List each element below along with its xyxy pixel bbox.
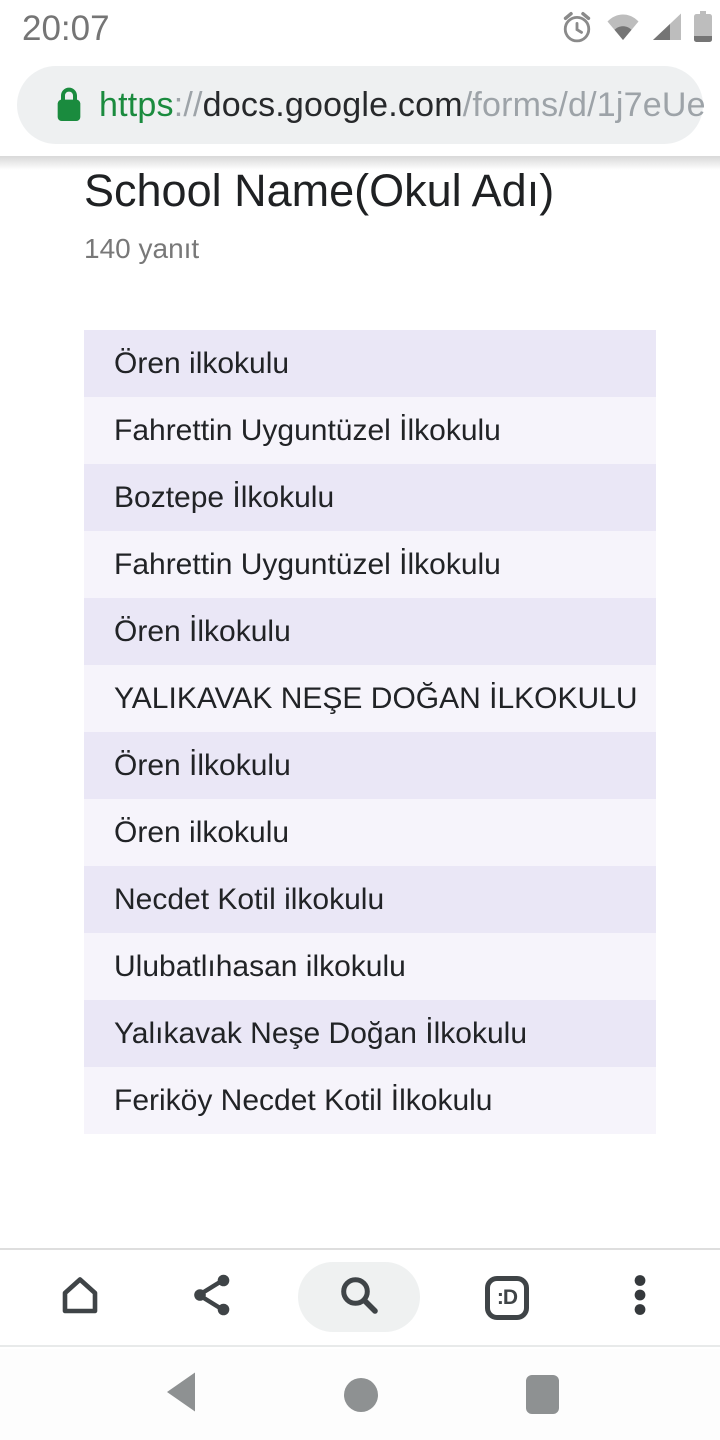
browser-chrome-shadow (0, 156, 720, 170)
url-bar[interactable]: https://docs.google.com/forms/d/1j7eUe (17, 66, 706, 144)
tab-switcher-button[interactable]: :D (483, 1250, 531, 1345)
url-separator: :// (173, 85, 203, 124)
url-path: /forms/d/1j7eUe (462, 85, 706, 124)
browser-toolbar: :D (0, 1248, 720, 1347)
response-row: Ören ilkokulu (84, 799, 656, 866)
response-row: Necdet Kotil ilkokulu (84, 866, 656, 933)
status-icons (560, 0, 712, 58)
page-title: School Name(Okul Adı) (84, 165, 555, 216)
lock-icon[interactable] (53, 85, 85, 125)
response-row: Fahrettin Uyguntüzel İlkokulu (84, 397, 656, 464)
response-row: YALIKAVAK NEŞE DOĞAN İLKOKULU (84, 665, 656, 732)
status-time: 20:07 (22, 9, 110, 48)
url-text: https://docs.google.com/forms/d/1j7eUe (99, 86, 706, 125)
response-row: Fahrettin Uyguntüzel İlkokulu (84, 531, 656, 598)
home-icon (56, 1271, 104, 1324)
overflow-menu-button[interactable] (616, 1250, 664, 1345)
search-icon (336, 1272, 382, 1323)
wifi-icon (606, 13, 640, 46)
nav-back-button[interactable] (162, 1349, 198, 1440)
battery-icon (694, 11, 712, 47)
cell-signal-icon (652, 13, 682, 46)
home-circle-icon (344, 1377, 378, 1412)
android-nav-bar (0, 1349, 720, 1440)
answers-list: Ören ilkokulu Fahrettin Uyguntüzel İlkoku… (84, 330, 656, 1134)
response-count: 140 yanıt (84, 233, 200, 264)
home-button[interactable] (56, 1250, 104, 1345)
response-row: Ulubatlıhasan ilkokulu (84, 933, 656, 1000)
nav-home-button[interactable] (343, 1349, 379, 1440)
url-domain: docs.google.com (202, 85, 463, 124)
response-row: Ören İlkokulu (84, 732, 656, 799)
response-row: Ören ilkokulu (84, 330, 656, 397)
search-button[interactable] (298, 1262, 420, 1332)
response-row: Feriköy Necdet Kotil İlkokulu (84, 1067, 656, 1134)
url-scheme: https (99, 85, 174, 124)
recents-icon (525, 1375, 559, 1414)
response-row: Yalıkavak Neşe Doğan İlkokulu (84, 1000, 656, 1067)
response-row: Boztepe İlkokulu (84, 464, 656, 531)
tab-switcher-icon: :D (485, 1275, 529, 1320)
status-bar: 20:07 (0, 0, 720, 58)
share-button[interactable] (189, 1250, 237, 1345)
alarm-icon (560, 10, 594, 49)
overflow-menu-icon (616, 1271, 664, 1324)
back-icon (164, 1371, 196, 1418)
share-icon (189, 1271, 237, 1324)
tab-count-label: :D (496, 1285, 518, 1309)
response-row: Ören İlkokulu (84, 598, 656, 665)
nav-recents-button[interactable] (524, 1349, 560, 1440)
